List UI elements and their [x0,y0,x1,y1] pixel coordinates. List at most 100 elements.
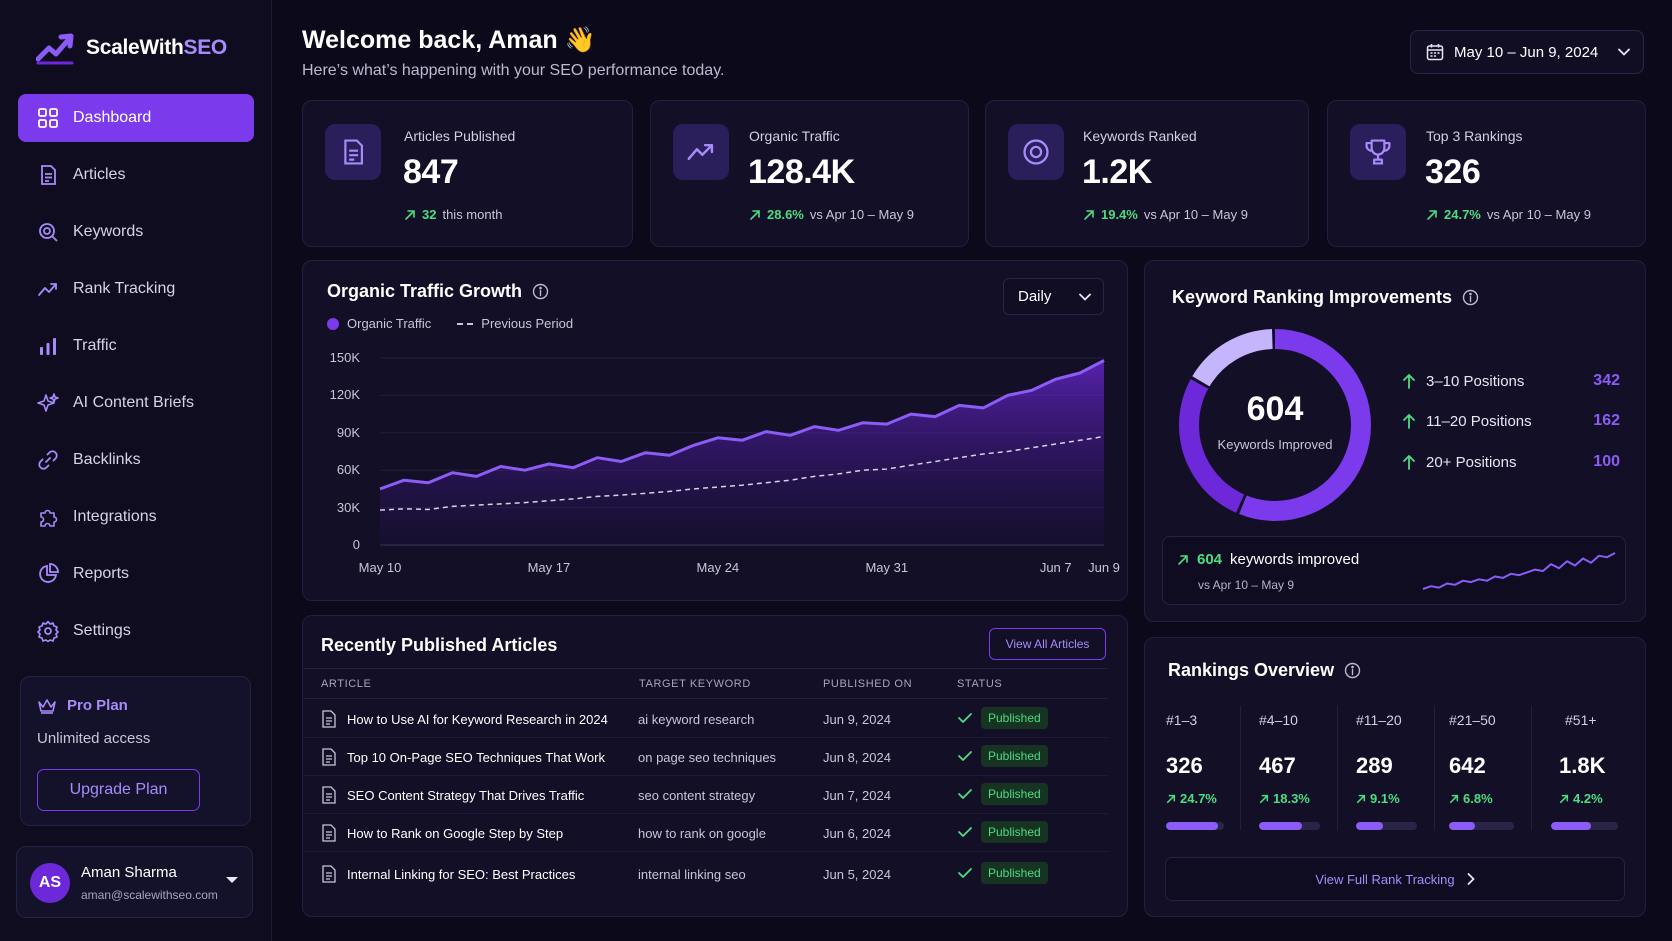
article-date: Jun 9, 2024 [823,712,891,727]
table-row[interactable]: Top 10 On-Page SEO Techniques That Work … [304,738,1108,776]
stat-value: 1.2K [1082,153,1152,191]
sidebar-item-keywords[interactable]: Keywords [18,208,254,256]
sidebar-item-reports[interactable]: Reports [18,550,254,598]
caret-down-icon[interactable] [225,875,239,885]
article-title[interactable]: Internal Linking for SEO: Best Practices [347,867,576,882]
status-badge: Published [981,821,1048,843]
sidebar-item-rank-tracking[interactable]: Rank Tracking [18,265,254,313]
info-icon[interactable] [1344,662,1361,679]
page-title: Welcome back, Aman 👋 [302,26,596,54]
rank-bucket-change: 9.1% [1356,791,1417,806]
stat-card-top-3-rankings[interactable]: Top 3 Rankings 326 24.7% vs Apr 10 – May … [1327,100,1646,247]
sidebar-item-label: Articles [73,166,126,183]
rank-bucket-value: 326 [1166,753,1203,778]
x-tick-label: May 17 [527,560,571,575]
stat-value: 847 [403,153,459,191]
article-title[interactable]: How to Rank on Google Step by Step [347,826,564,841]
arrow-up-right-icon [1084,209,1094,220]
rank-bucket-4-10[interactable]: #4–10 467 18.3% [1259,712,1320,830]
sidebar: ScaleWithSEO Dashboard Articles Keywords… [0,0,272,941]
link-icon [38,450,58,470]
sidebar-item-ai-content-briefs[interactable]: AI Content Briefs [18,379,254,427]
user-menu[interactable]: AS Aman Sharma aman@scalewithseo.com [16,846,253,918]
plan-heading: Pro Plan [37,697,128,714]
target-icon [1023,139,1049,165]
column-divider [1337,706,1338,830]
rank-bucket-bar-fill [1356,822,1384,830]
view-all-articles-button[interactable]: View All Articles [989,628,1106,660]
sidebar-item-dashboard[interactable]: Dashboard [18,94,254,142]
document-icon [344,139,363,165]
plan-card: Pro Plan Unlimited access Upgrade Plan [20,676,251,826]
legend-swatch-dashed [457,322,474,325]
rank-bucket-bar [1356,822,1417,830]
x-tick-label: May 10 [358,560,402,575]
rank-bucket-1-3[interactable]: #1–3 326 24.7% [1166,712,1224,830]
brand-logo[interactable]: ScaleWithSEO [36,28,227,68]
stat-card-keywords-ranked[interactable]: Keywords Ranked 1.2K 19.4% vs Apr 10 – Ma… [985,100,1309,247]
info-icon[interactable] [1462,289,1479,306]
document-icon [322,824,336,842]
sidebar-item-settings[interactable]: Settings [18,607,254,655]
puzzle-icon [40,509,58,527]
table-header-divider [304,698,1108,699]
x-tick-label: Jun 9 [1088,560,1120,575]
stat-card-articles[interactable]: Articles Published 847 32 this month [302,100,633,247]
chevron-down-icon [1618,48,1631,56]
table-row[interactable]: SEO Content Strategy That Drives Traffic… [304,776,1108,814]
column-header-status: STATUS [957,678,1003,690]
sidebar-item-backlinks[interactable]: Backlinks [18,436,254,484]
user-email: aman@scalewithseo.com [81,888,218,902]
interval-select[interactable]: Daily [1003,278,1104,315]
rank-bucket-label: #4–10 [1259,712,1298,728]
rank-bucket-11-20[interactable]: #11–20 289 9.1% [1356,712,1417,830]
sidebar-item-traffic[interactable]: Traffic [18,322,254,370]
arrow-up-right-icon [405,209,415,220]
rank-bucket-label: #1–3 [1166,712,1198,728]
article-title[interactable]: How to Use AI for Keyword Research in 20… [347,712,608,727]
rank-bucket-51-plus[interactable]: #51+ 1.8K 4.2% [1551,712,1618,830]
keyword-row-20-plus: 20+ Positions 100 [1402,453,1620,471]
rank-bucket-bar [1449,822,1514,830]
stat-icon-box [673,124,729,180]
rankings-panel-title: Rankings Overview [1168,660,1361,681]
user-name: Aman Sharma [81,864,177,881]
legend-item-previous: Previous Period [457,316,573,331]
document-icon [322,786,336,804]
date-range-picker[interactable]: May 10 – Jun 9, 2024 [1410,30,1644,74]
rank-bucket-21-50[interactable]: #21–50 642 6.8% [1449,712,1514,830]
table-row[interactable]: How to Rank on Google Step by Step how t… [304,814,1108,852]
table-row[interactable]: Internal Linking for SEO: Best Practices… [304,855,1108,893]
gear-icon [37,620,59,642]
table-row[interactable]: How to Use AI for Keyword Research in 20… [304,700,1108,738]
arrow-up-right-icon [1178,554,1188,565]
upgrade-plan-button[interactable]: Upgrade Plan [37,769,200,811]
donut-segment-11-20 [1179,329,1371,521]
article-date: Jun 6, 2024 [823,826,891,841]
arrow-up-icon [1403,454,1415,470]
article-title[interactable]: Top 10 On-Page SEO Techniques That Work [347,750,605,765]
rank-bucket-label: #11–20 [1356,712,1402,728]
article-title[interactable]: SEO Content Strategy That Drives Traffic [347,788,585,803]
rank-bucket-change: 24.7% [1166,791,1224,806]
calendar-icon [1426,44,1444,61]
rank-bucket-bar [1166,822,1224,830]
sidebar-nav: Dashboard Articles Keywords Rank Trackin… [18,94,254,664]
avatar: AS [30,863,70,903]
rank-bucket-value: 467 [1259,753,1296,778]
arrow-up-icon [1403,413,1415,429]
rank-bucket-bar-fill [1551,822,1592,830]
stat-card-organic-traffic[interactable]: Organic Traffic 128.4K 28.6% vs Apr 10 – … [650,100,969,247]
legend-item-current: Organic Traffic [327,316,431,331]
view-full-rank-tracking-button[interactable]: View Full Rank Tracking [1165,857,1625,901]
info-icon[interactable] [532,283,549,300]
sidebar-item-articles[interactable]: Articles [18,151,254,199]
arrow-up-right-icon [1427,209,1437,220]
check-icon [958,713,972,723]
document-icon [322,710,336,728]
keyword-donut-chart[interactable] [1175,325,1375,525]
sidebar-item-integrations[interactable]: Integrations [18,493,254,541]
check-icon [958,868,972,878]
arrow-up-icon [1403,373,1415,389]
y-tick-label: 150K [329,350,360,365]
